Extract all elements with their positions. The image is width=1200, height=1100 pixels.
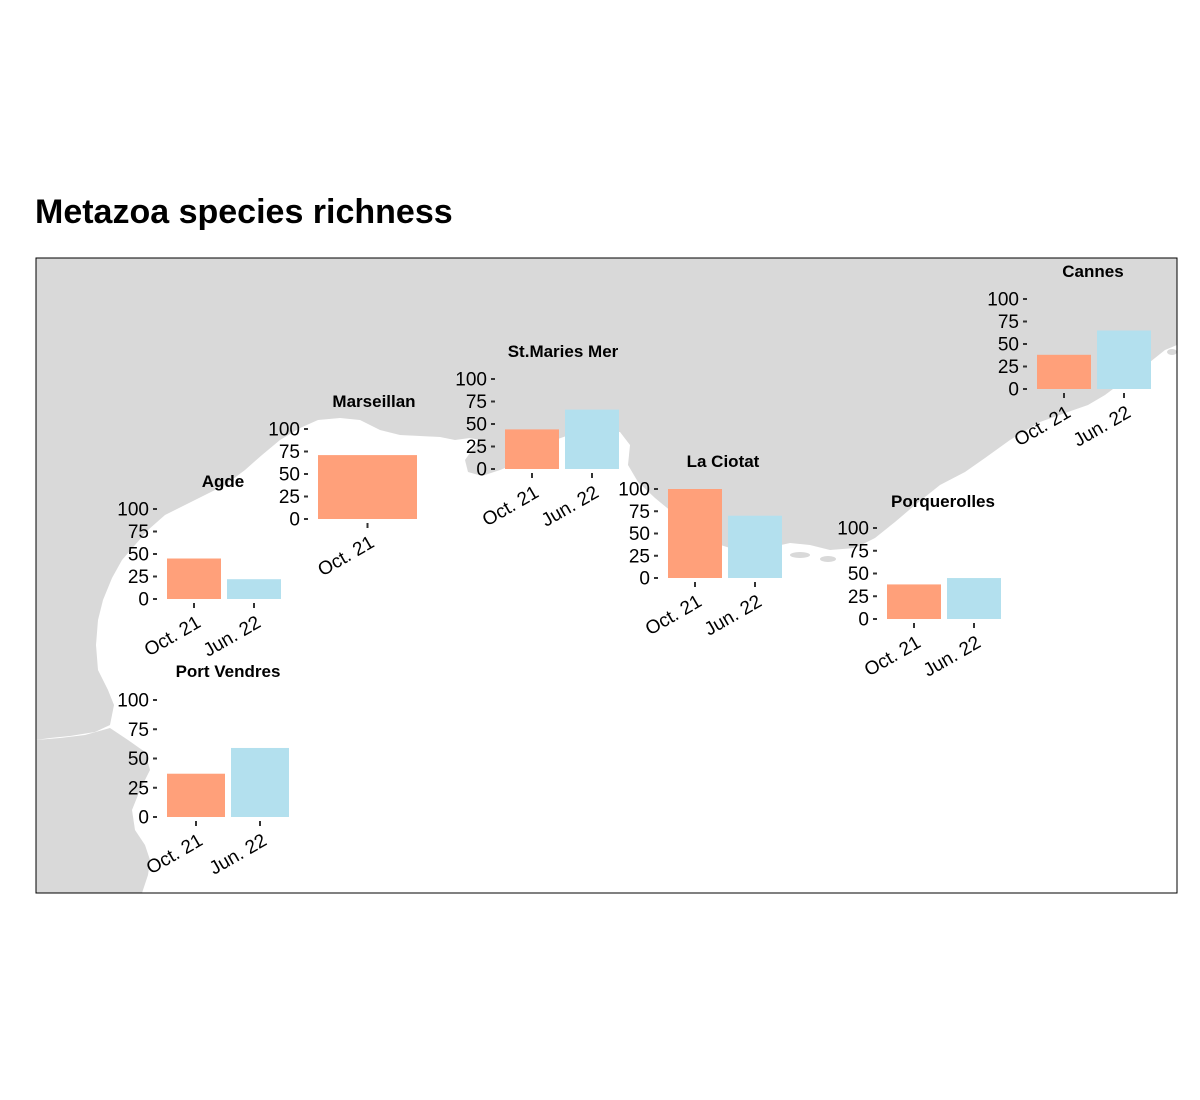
y-tick-label: 0 (1008, 380, 1019, 401)
y-tick-label: 25 (128, 778, 149, 799)
y-tick-label: 50 (629, 524, 650, 545)
iberia-land (36, 728, 150, 893)
island (790, 552, 810, 558)
site-title: Cannes (1062, 262, 1123, 281)
bar-jun-22 (947, 578, 1001, 619)
y-tick-label: 100 (455, 370, 487, 391)
y-tick-label: 25 (848, 587, 869, 608)
site-title: Port Vendres (176, 662, 281, 681)
bar-oct-21 (668, 489, 722, 578)
y-tick-label: 0 (138, 590, 149, 611)
bar-jun-22 (728, 515, 782, 578)
y-tick-label: 100 (837, 519, 869, 540)
bar-oct-21 (887, 584, 941, 619)
y-tick-label: 0 (858, 610, 869, 631)
mainland-land (36, 258, 1177, 740)
chart-title: Metazoa species richness (35, 193, 453, 231)
bar-oct-21 (1037, 354, 1091, 389)
y-tick-label: 0 (639, 569, 650, 590)
y-tick-label: 100 (268, 420, 300, 441)
y-tick-label: 75 (128, 522, 149, 543)
y-tick-label: 75 (998, 312, 1019, 333)
y-tick-label: 25 (279, 487, 300, 508)
bar-jun-22 (565, 409, 619, 469)
y-tick-label: 50 (279, 465, 300, 486)
y-tick-label: 50 (848, 564, 869, 585)
site-title: St.Maries Mer (508, 342, 619, 361)
island (1167, 349, 1177, 355)
site-title: Marseillan (332, 392, 415, 411)
y-tick-label: 50 (466, 415, 487, 436)
y-tick-label: 0 (289, 510, 300, 531)
bar-oct-21 (318, 455, 417, 519)
y-tick-label: 25 (998, 357, 1019, 378)
y-tick-label: 50 (128, 545, 149, 566)
y-tick-label: 50 (998, 335, 1019, 356)
y-tick-label: 100 (987, 290, 1019, 311)
y-tick-label: 75 (128, 720, 149, 741)
y-tick-label: 50 (128, 749, 149, 770)
y-tick-label: 75 (279, 442, 300, 463)
y-tick-label: 75 (466, 392, 487, 413)
coastline-land (36, 258, 1177, 893)
bar-jun-22 (231, 747, 289, 817)
bar-jun-22 (1097, 330, 1151, 389)
bar-jun-22 (227, 579, 281, 599)
panel-border (35, 257, 1178, 894)
y-tick-label: 25 (128, 567, 149, 588)
y-tick-label: 100 (117, 500, 149, 521)
island (820, 556, 836, 562)
site-title: La Ciotat (687, 452, 760, 471)
bar-oct-21 (167, 558, 221, 599)
site-title: Agde (202, 472, 245, 491)
y-tick-label: 25 (466, 437, 487, 458)
y-tick-label: 0 (138, 808, 149, 829)
y-tick-label: 0 (476, 460, 487, 481)
site-title: Porquerolles (891, 492, 995, 511)
y-tick-label: 75 (629, 502, 650, 523)
y-tick-label: 75 (848, 541, 869, 562)
y-tick-label: 25 (629, 546, 650, 567)
y-tick-label: 100 (618, 480, 650, 501)
y-tick-label: 100 (117, 691, 149, 712)
bar-oct-21 (167, 773, 225, 817)
bar-oct-21 (505, 429, 559, 469)
